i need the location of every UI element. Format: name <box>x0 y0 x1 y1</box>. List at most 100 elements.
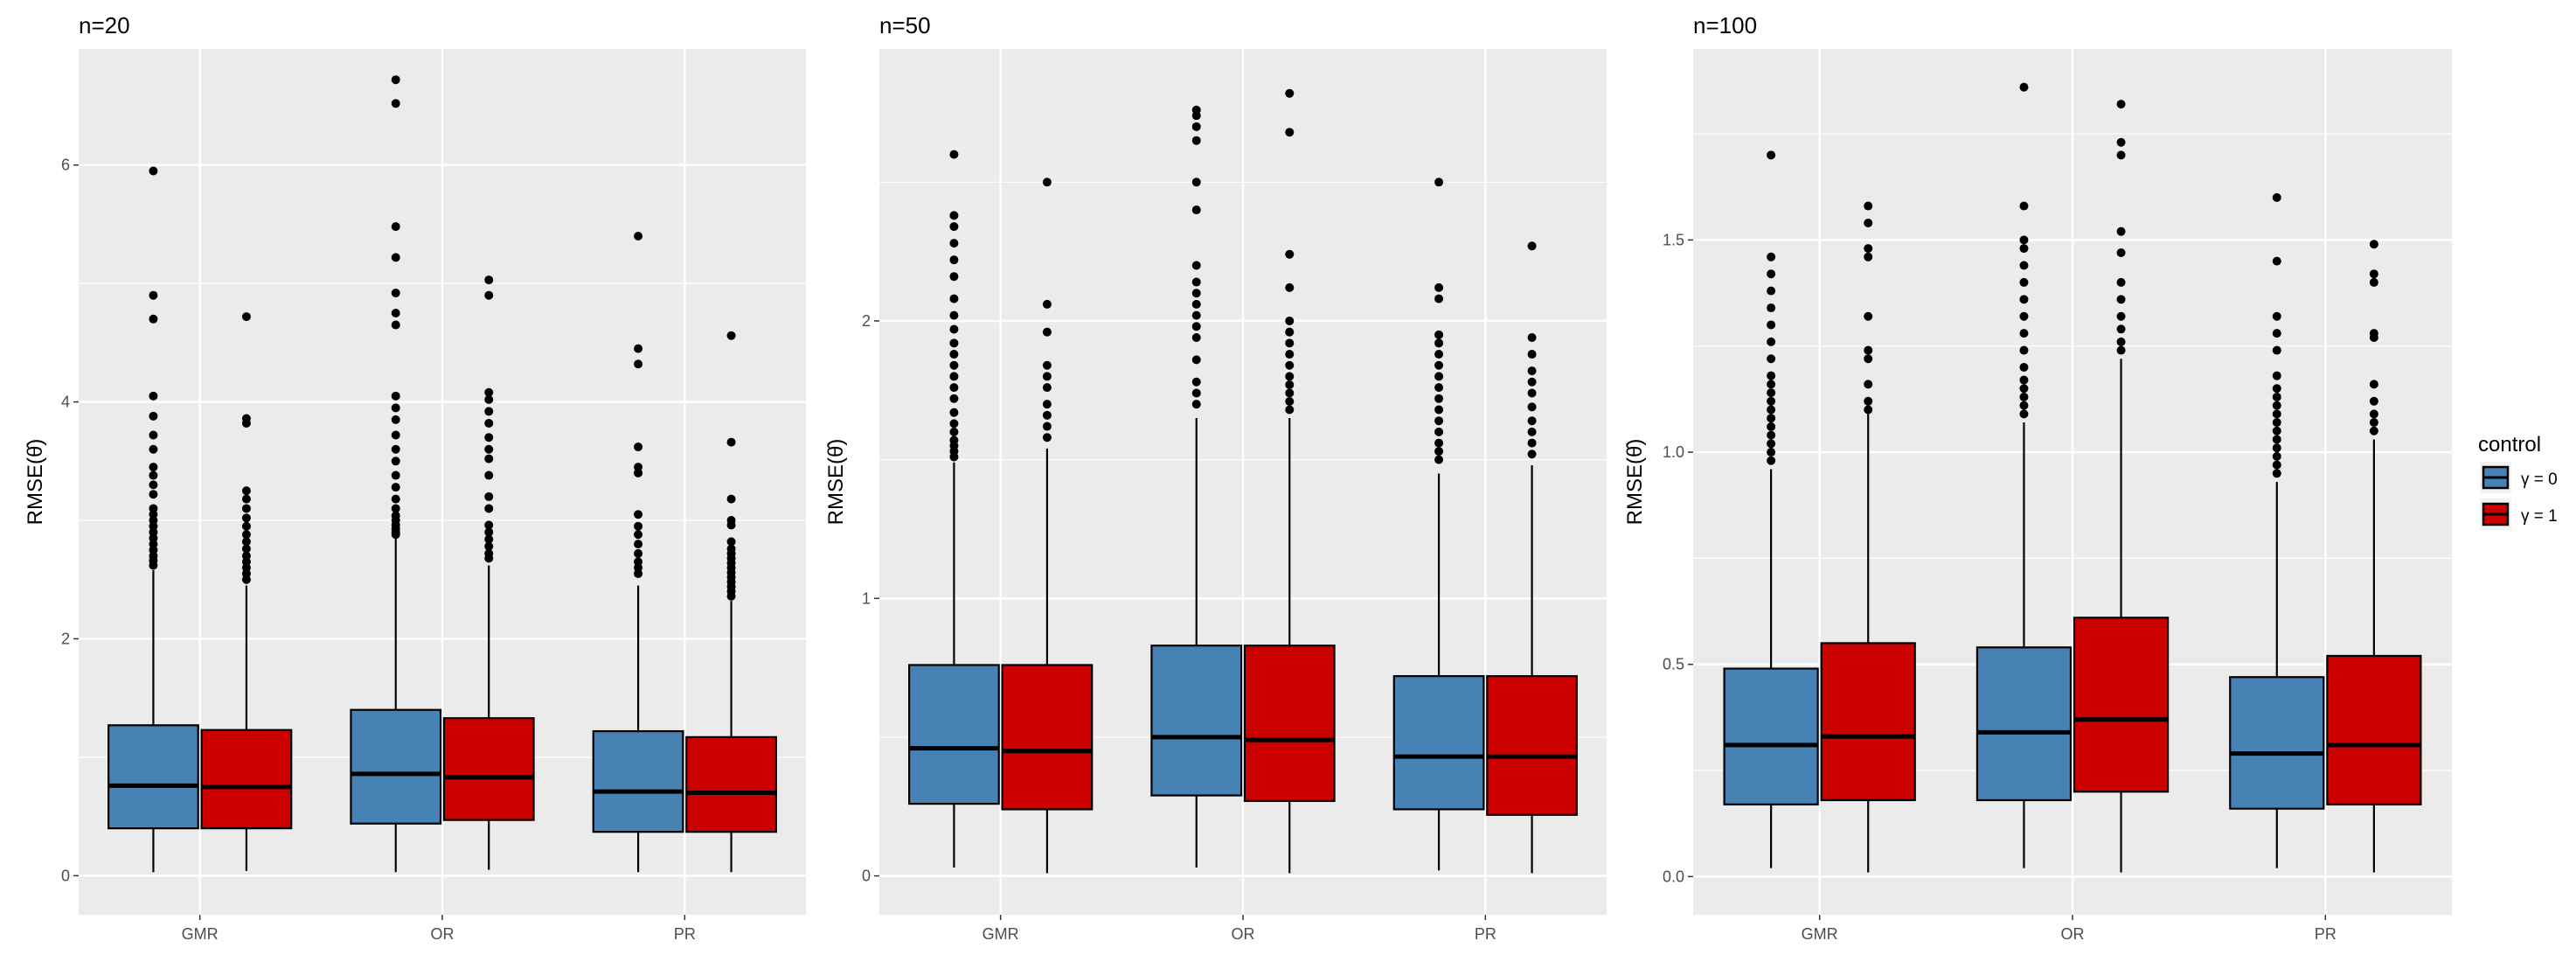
outlier-point <box>634 344 643 353</box>
outlier-point <box>391 430 400 440</box>
outlier-point <box>1864 201 1873 211</box>
outlier-point <box>391 504 400 513</box>
outlier-point <box>2116 337 2126 346</box>
y-axis-label: RMSE(θ̂) <box>824 439 848 526</box>
outlier-point <box>484 534 494 544</box>
outlier-point <box>391 309 400 318</box>
y-tick-label: 0 <box>862 868 871 885</box>
outlier-point <box>949 436 959 445</box>
outlier-point <box>1767 269 1776 279</box>
outlier-point <box>2272 392 2281 401</box>
outlier-point <box>1527 438 1537 448</box>
y-tick-label: 4 <box>61 394 70 411</box>
outlier-point <box>634 463 643 472</box>
y-axis-label: RMSE(θ̂) <box>24 439 47 526</box>
outlier-point <box>2116 311 2126 321</box>
outlier-point <box>149 166 158 176</box>
outlier-point <box>634 521 643 531</box>
outlier-point <box>2369 277 2378 287</box>
outlier-point <box>1434 455 1444 464</box>
outlier-point <box>1767 286 1776 296</box>
outlier-point <box>2369 380 2378 389</box>
outlier-point <box>1527 241 1537 251</box>
box-iqr <box>350 708 442 825</box>
box-iqr <box>2073 617 2170 793</box>
outlier-point <box>949 408 959 417</box>
outlier-point <box>484 491 494 501</box>
outlier-point <box>949 239 959 248</box>
outlier-point <box>1767 448 1776 457</box>
outlier-point <box>1191 322 1201 331</box>
outlier-point <box>1527 366 1537 376</box>
outlier-point <box>2272 426 2281 436</box>
x-tick-label: OR <box>2061 925 2085 943</box>
outlier-point <box>1767 422 1776 431</box>
box-iqr <box>2229 676 2325 810</box>
outlier-point <box>1767 320 1776 330</box>
outlier-point <box>1042 383 1052 393</box>
outlier-point <box>149 444 158 454</box>
outlier-point <box>1527 350 1537 359</box>
outlier-point <box>1527 416 1537 426</box>
box-or-gamma1 <box>442 275 535 870</box>
box-iqr <box>685 735 777 833</box>
x-tick-label: PR <box>674 925 696 943</box>
outlier-point <box>241 486 251 496</box>
outlier-point <box>1864 311 1873 321</box>
outlier-point <box>634 443 643 452</box>
outlier-point <box>1864 396 1873 406</box>
outlier-point <box>1527 388 1537 398</box>
outlier-point <box>2019 401 2029 410</box>
outlier-point <box>1285 316 1295 325</box>
y-tick-label: 0 <box>61 867 70 884</box>
outlier-point <box>1767 303 1776 313</box>
outlier-point <box>1767 380 1776 389</box>
outlier-point <box>634 231 643 240</box>
x-tick-label: OR <box>431 925 455 943</box>
outlier-point <box>949 419 959 429</box>
box-iqr <box>592 729 684 833</box>
outlier-point <box>1285 249 1295 259</box>
outlier-point <box>391 457 400 466</box>
outlier-point <box>1191 299 1201 309</box>
box-gmr-gamma0 <box>1723 150 1819 868</box>
outlier-point <box>949 324 959 334</box>
box-or-gamma1 <box>2073 100 2170 873</box>
outlier-point <box>949 272 959 282</box>
outlier-point <box>1434 360 1444 370</box>
outlier-point <box>2272 469 2281 478</box>
box-iqr <box>1150 645 1243 797</box>
outlier-point <box>1434 372 1444 381</box>
outlier-point <box>1527 450 1537 459</box>
outlier-point <box>1864 380 1873 389</box>
outlier-point <box>1434 178 1444 187</box>
box-or-gamma1 <box>1243 88 1336 874</box>
outlier-point <box>484 418 494 428</box>
outlier-point <box>484 520 494 530</box>
outlier-point <box>1527 333 1537 342</box>
outlier-point <box>1285 372 1295 381</box>
panel-title: n=100 <box>1693 12 1757 38</box>
outlier-point <box>391 403 400 413</box>
outlier-point <box>1042 372 1052 381</box>
x-tick-label: PR <box>1475 925 1496 943</box>
outlier-point <box>149 411 158 421</box>
y-tick-label: 1.0 <box>1663 443 1684 461</box>
outlier-point <box>2019 375 2029 385</box>
outlier-point <box>1767 150 1776 160</box>
box-pr-gamma0 <box>592 231 684 873</box>
outlier-point <box>241 521 251 531</box>
outlier-point <box>1434 427 1444 436</box>
outlier-point <box>1527 402 1537 412</box>
outlier-point <box>1285 350 1295 359</box>
outlier-point <box>2116 100 2126 109</box>
y-tick-label: 1.5 <box>1663 231 1684 248</box>
outlier-point <box>484 471 494 480</box>
x-tick-label: OR <box>1232 925 1255 943</box>
y-axis-label: RMSE(θ̂) <box>1623 439 1647 526</box>
legend-label-gamma1: γ = 1 <box>2521 507 2558 526</box>
panel-3: 0.0 0.5 1.0 1.5 GMR OR PR n=100 RMSE(θ̂) <box>1623 12 2452 943</box>
box-gmr-gamma1 <box>1001 178 1094 874</box>
box-or-gamma0 <box>350 75 442 873</box>
